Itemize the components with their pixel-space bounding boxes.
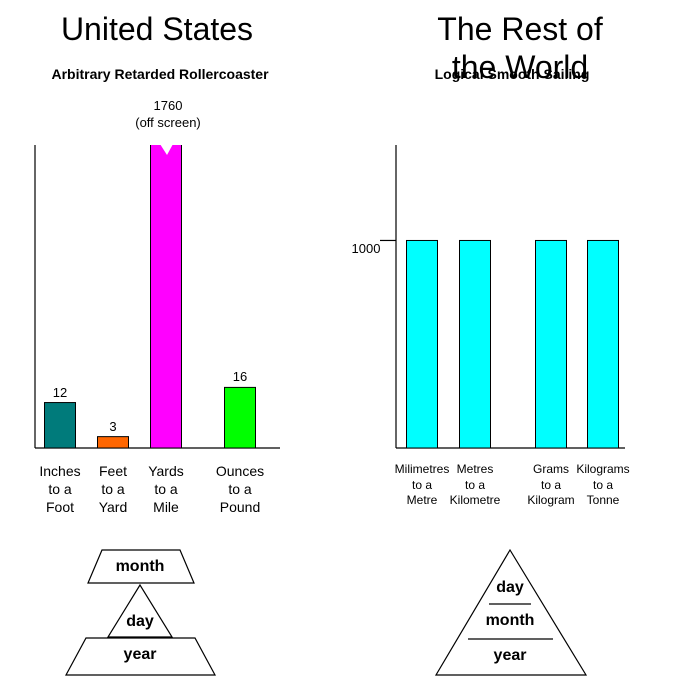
break-mark: [160, 144, 173, 155]
value-label: 16: [232, 369, 248, 385]
value-label: 12: [52, 384, 68, 400]
x-tick-label: Milimetres to a Metre: [394, 462, 450, 508]
x-tick-label: Kilograms to a Tonne: [576, 462, 630, 508]
bar: [150, 145, 182, 449]
bar: [44, 402, 76, 449]
bar: [459, 239, 491, 449]
chart-subtitle: Arbitrary Retarded Rollercoaster: [51, 66, 269, 82]
x-tick-label: Metres to a Kilometre: [449, 462, 501, 508]
y-tick-label: 1000: [351, 241, 381, 257]
bar: [97, 436, 129, 449]
pyramid-label: year: [493, 647, 527, 664]
pyramid-label: day: [126, 613, 154, 630]
x-tick-label: Feet to a Yard: [98, 463, 128, 516]
bar: [535, 239, 567, 449]
pyramid-block: [64, 637, 217, 676]
x-tick-label: Inches to a Foot: [39, 463, 81, 516]
value-label: 3: [109, 418, 117, 434]
pyramid-label: year: [123, 646, 157, 663]
x-tick-label: Grams to a Kilogram: [527, 462, 575, 508]
pyramid-block: [87, 549, 195, 584]
bar: [224, 386, 256, 449]
pyramid-block: [106, 583, 174, 638]
x-tick-label: Ounces to a Pound: [215, 463, 265, 516]
bar: [406, 239, 438, 449]
value-label: 1760 (off screen): [135, 98, 201, 130]
chart-subtitle: Logical Smooth Sailing: [434, 66, 590, 82]
pyramid-block: [434, 548, 588, 676]
pyramid-label: month: [115, 558, 165, 575]
bar: [587, 239, 619, 449]
pyramid-right: [434, 548, 588, 676]
pyramid-left: [64, 549, 217, 676]
pyramid-label: month: [485, 612, 535, 629]
chart-title: United States: [60, 11, 254, 47]
x-tick-label: Yards to a Mile: [148, 463, 184, 516]
pyramid-label: day: [496, 579, 524, 596]
chart-title: The Rest of the World: [437, 11, 603, 86]
